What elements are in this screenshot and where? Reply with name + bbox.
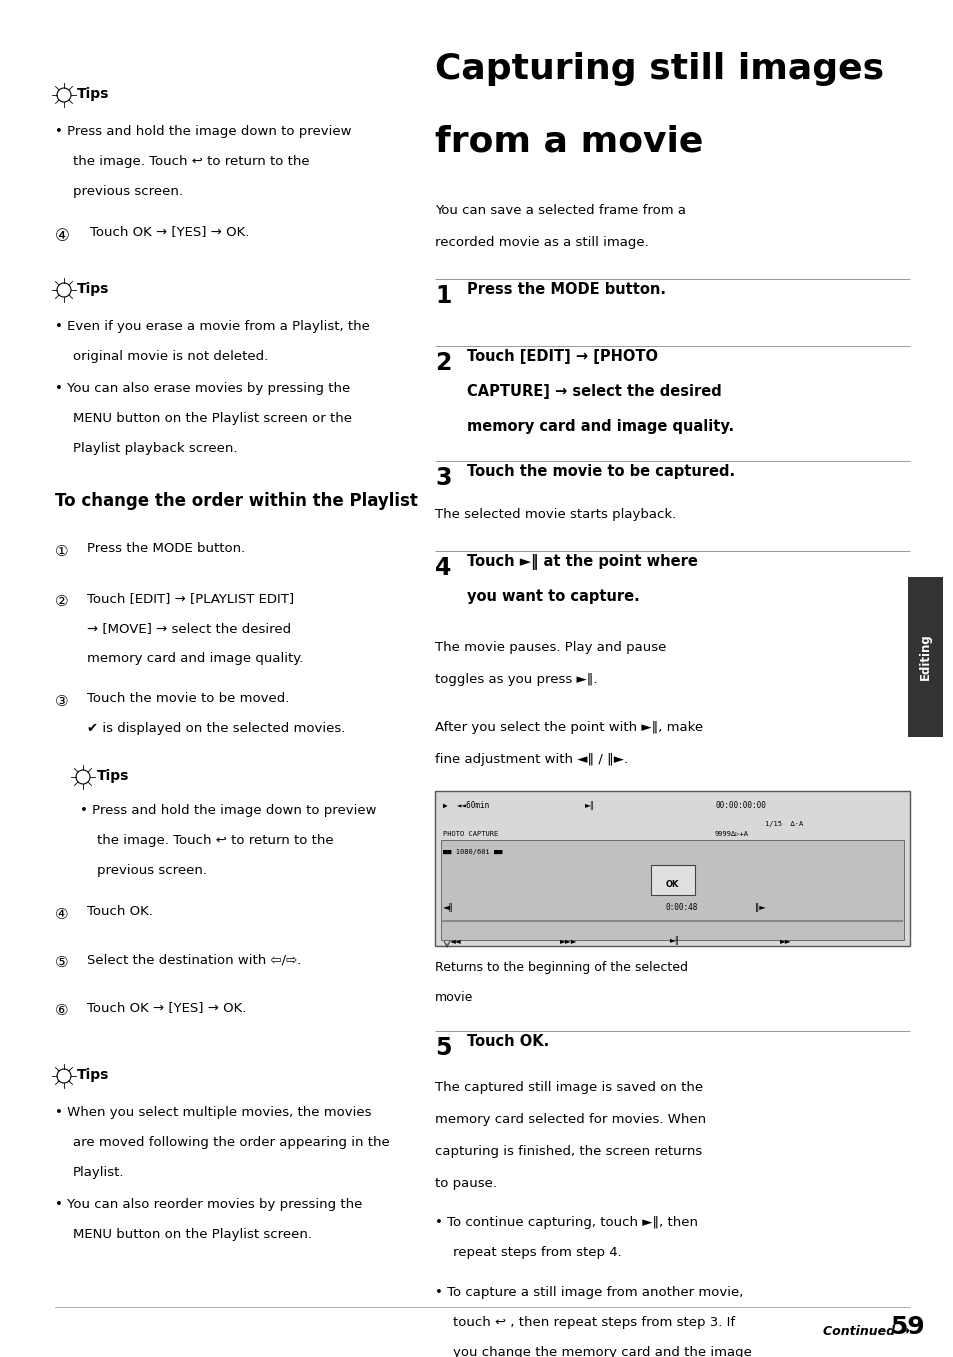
Text: Tips: Tips [77, 1068, 110, 1082]
Text: ►‖: ►‖ [584, 801, 594, 810]
Text: 5: 5 [435, 1035, 451, 1060]
Text: you want to capture.: you want to capture. [467, 589, 639, 604]
Text: ‖►: ‖► [754, 902, 765, 912]
Text: Touch [EDIT] → [PLAYLIST EDIT]: Touch [EDIT] → [PLAYLIST EDIT] [87, 592, 294, 605]
Text: ④: ④ [55, 227, 70, 246]
Text: ■■ 1080/60i ■■: ■■ 1080/60i ■■ [442, 849, 502, 855]
Text: ▶  ◄◄60min: ▶ ◄◄60min [442, 801, 489, 810]
Text: Touch ►‖ at the point where: Touch ►‖ at the point where [467, 554, 698, 570]
Text: Playlist playback screen.: Playlist playback screen. [73, 442, 237, 455]
Text: 1/15  ∆·A: 1/15 ∆·A [764, 821, 802, 826]
Text: previous screen.: previous screen. [97, 864, 207, 877]
Text: MENU button on the Playlist screen or the: MENU button on the Playlist screen or th… [73, 413, 352, 425]
Text: Press the MODE button.: Press the MODE button. [467, 282, 665, 297]
Text: previous screen.: previous screen. [73, 185, 183, 198]
Text: 2: 2 [435, 351, 451, 375]
Text: OK: OK [665, 879, 679, 889]
Text: ②: ② [55, 594, 69, 609]
Text: to pause.: to pause. [435, 1177, 497, 1190]
FancyBboxPatch shape [907, 577, 942, 737]
Text: To change the order within the Playlist: To change the order within the Playlist [55, 493, 417, 510]
Text: memory card and image quality.: memory card and image quality. [87, 651, 303, 665]
Text: Touch OK.: Touch OK. [467, 1034, 549, 1049]
Text: ◄‖: ◄‖ [442, 902, 454, 912]
Text: Tips: Tips [77, 87, 110, 100]
Text: are moved following the order appearing in the: are moved following the order appearing … [73, 1136, 390, 1149]
Text: • To capture a still image from another movie,: • To capture a still image from another … [435, 1286, 742, 1299]
Text: Returns to the beginning of the selected: Returns to the beginning of the selected [435, 961, 687, 974]
Text: CAPTURE] → select the desired: CAPTURE] → select the desired [467, 384, 721, 399]
Text: 0:00:48: 0:00:48 [664, 902, 697, 912]
Text: ①: ① [55, 544, 69, 559]
Text: Tips: Tips [77, 282, 110, 296]
Text: ③: ③ [55, 693, 69, 708]
Text: Touch the movie to be captured.: Touch the movie to be captured. [467, 464, 735, 479]
Text: Touch OK → [YES] → OK.: Touch OK → [YES] → OK. [90, 225, 249, 237]
Text: ④: ④ [55, 906, 69, 921]
Text: ⑥: ⑥ [55, 1003, 69, 1018]
Text: Press the MODE button.: Press the MODE button. [87, 541, 245, 555]
Text: • To continue capturing, touch ►‖, then: • To continue capturing, touch ►‖, then [435, 1216, 698, 1229]
Text: MENU button on the Playlist screen.: MENU button on the Playlist screen. [73, 1228, 312, 1242]
Text: • Press and hold the image down to preview: • Press and hold the image down to previ… [55, 125, 351, 138]
Text: Touch [EDIT] → [PHOTO: Touch [EDIT] → [PHOTO [467, 349, 658, 364]
Text: ✔ is displayed on the selected movies.: ✔ is displayed on the selected movies. [87, 722, 345, 735]
Text: Touch OK.: Touch OK. [87, 905, 152, 917]
Text: Continued →: Continued → [822, 1324, 909, 1338]
Text: • Press and hold the image down to preview: • Press and hold the image down to previ… [80, 803, 376, 817]
Text: ►►: ►► [780, 936, 791, 944]
FancyBboxPatch shape [440, 840, 903, 940]
Text: fine adjustment with ◄‖ / ‖►.: fine adjustment with ◄‖ / ‖►. [435, 753, 627, 765]
Text: • You can also reorder movies by pressing the: • You can also reorder movies by pressin… [55, 1198, 362, 1210]
Text: memory card selected for movies. When: memory card selected for movies. When [435, 1113, 705, 1126]
Text: ⑤: ⑤ [55, 955, 69, 970]
Text: → [MOVE] → select the desired: → [MOVE] → select the desired [87, 622, 291, 635]
Text: recorded movie as a still image.: recorded movie as a still image. [435, 236, 648, 248]
Text: Touch OK → [YES] → OK.: Touch OK → [YES] → OK. [87, 1001, 246, 1014]
Text: • Even if you erase a movie from a Playlist, the: • Even if you erase a movie from a Playl… [55, 320, 370, 332]
Text: memory card and image quality.: memory card and image quality. [467, 419, 734, 434]
Text: 3: 3 [435, 465, 451, 490]
Text: capturing is finished, the screen returns: capturing is finished, the screen return… [435, 1145, 701, 1158]
Text: The captured still image is saved on the: The captured still image is saved on the [435, 1082, 702, 1094]
Text: 59: 59 [889, 1315, 924, 1339]
Text: The selected movie starts playback.: The selected movie starts playback. [435, 508, 676, 521]
Text: movie: movie [435, 991, 473, 1004]
Text: touch ↩ , then repeat steps from step 3. If: touch ↩ , then repeat steps from step 3.… [453, 1316, 735, 1329]
Text: Editing: Editing [918, 634, 931, 680]
Text: • You can also erase movies by pressing the: • You can also erase movies by pressing … [55, 383, 350, 395]
Text: You can save a selected frame from a: You can save a selected frame from a [435, 204, 685, 217]
Text: Playlist.: Playlist. [73, 1166, 125, 1179]
Text: Select the destination with ⇦/⇨.: Select the destination with ⇦/⇨. [87, 953, 301, 966]
Text: ►►►: ►►► [559, 936, 577, 944]
Text: 4: 4 [435, 556, 451, 579]
Text: After you select the point with ►‖, make: After you select the point with ►‖, make [435, 721, 702, 734]
Text: toggles as you press ►‖.: toggles as you press ►‖. [435, 673, 597, 687]
Text: original movie is not deleted.: original movie is not deleted. [73, 350, 268, 364]
Text: The movie pauses. Play and pause: The movie pauses. Play and pause [435, 641, 666, 654]
Text: from a movie: from a movie [435, 123, 702, 157]
Text: PHOTO CAPTURE: PHOTO CAPTURE [442, 830, 497, 837]
Text: ►‖: ►‖ [669, 936, 679, 944]
Text: 00:00:00:00: 00:00:00:00 [714, 801, 765, 810]
Text: 9999∆▷+A: 9999∆▷+A [714, 830, 748, 837]
Text: you change the memory card and the image: you change the memory card and the image [453, 1346, 751, 1357]
Text: Capturing still images: Capturing still images [435, 52, 883, 85]
FancyBboxPatch shape [650, 864, 694, 896]
Text: Touch the movie to be moved.: Touch the movie to be moved. [87, 692, 289, 706]
Text: Tips: Tips [97, 769, 130, 783]
FancyBboxPatch shape [435, 791, 909, 946]
Text: repeat steps from step 4.: repeat steps from step 4. [453, 1246, 621, 1259]
Text: the image. Touch ↩ to return to the: the image. Touch ↩ to return to the [97, 835, 334, 847]
Text: • When you select multiple movies, the movies: • When you select multiple movies, the m… [55, 1106, 371, 1120]
Text: 1: 1 [435, 284, 451, 308]
Text: ◄◄: ◄◄ [450, 936, 461, 944]
Text: the image. Touch ↩ to return to the: the image. Touch ↩ to return to the [73, 155, 310, 168]
